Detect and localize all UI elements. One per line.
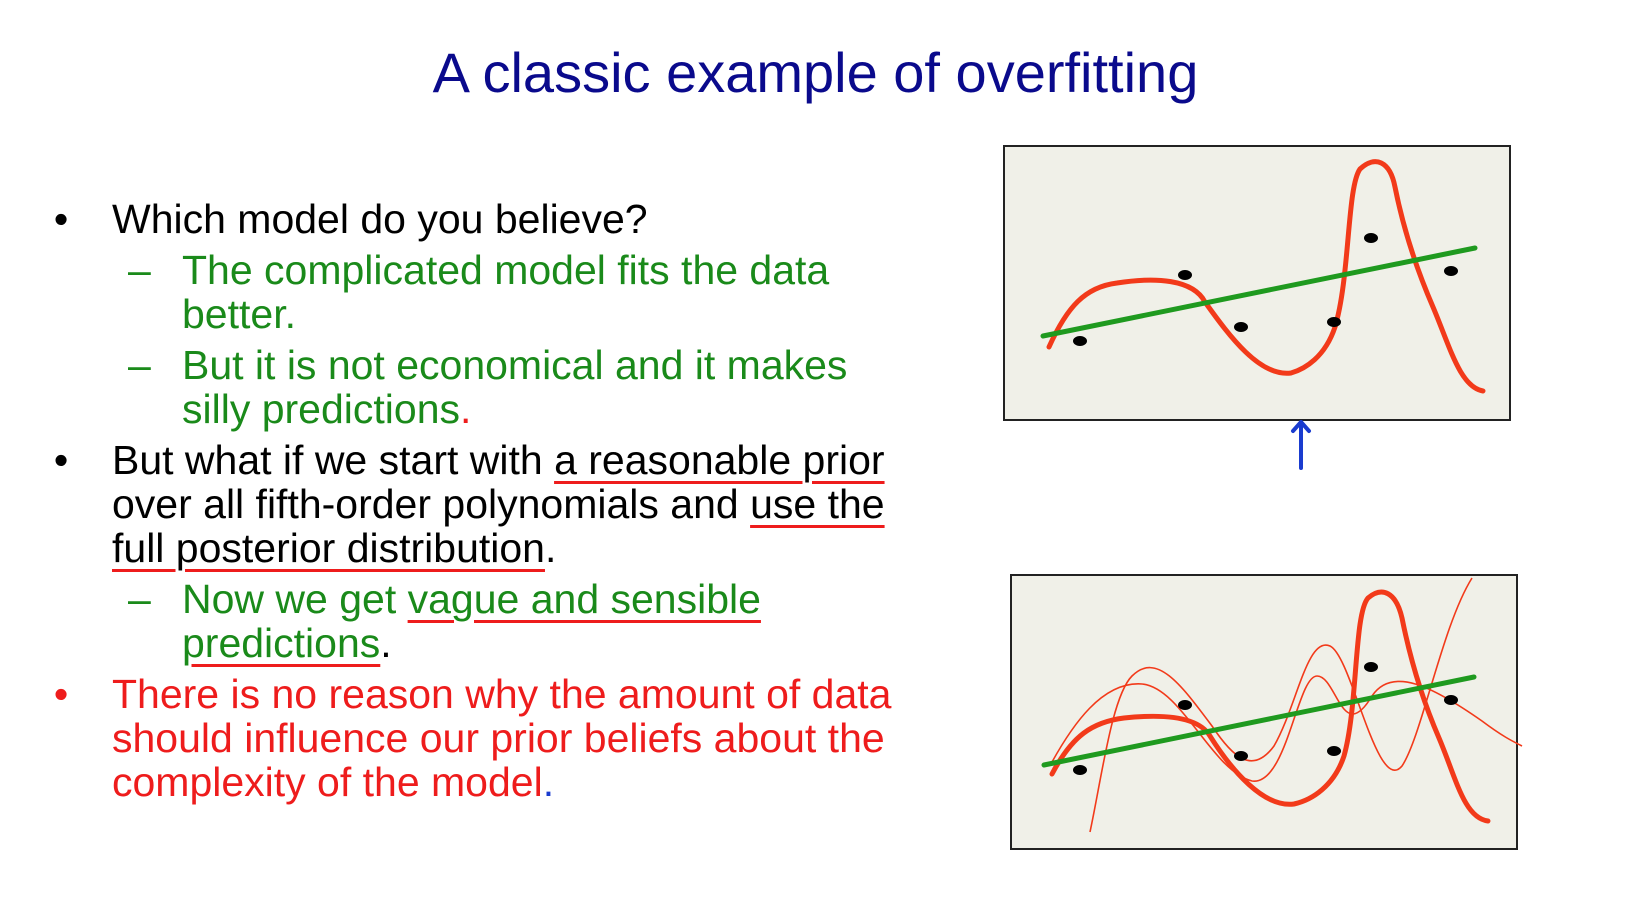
- polynomial-fit-curve: [1049, 589, 1491, 824]
- data-point: [1444, 266, 1458, 276]
- sub-item-2-1: – Now we get vague and sensible predicti…: [46, 577, 926, 665]
- bullet-item-2: • But what if we start with a reasonable…: [46, 438, 926, 570]
- bullet-item-1: • Which model do you believe?: [46, 197, 926, 241]
- data-point: [1073, 336, 1087, 346]
- underlined-reasonable-prior: a reasonable prior: [554, 437, 885, 483]
- data-point: [1234, 751, 1248, 761]
- posterior-plot-bottom: [1010, 574, 1523, 850]
- dash-marker: –: [128, 247, 151, 293]
- data-point: [1327, 317, 1341, 327]
- bullet-text-2-end: .: [544, 525, 557, 571]
- data-point: [1327, 746, 1341, 756]
- sub-item-1-2: – But it is not economical and it makes …: [46, 343, 926, 431]
- linear-fit-line: [1040, 245, 1478, 339]
- sub-text-1-2: But it is not economical and it makes si…: [182, 342, 848, 432]
- overfit-plot-top: [1003, 145, 1511, 421]
- posterior-plot-bottom-svg: [1041, 577, 1523, 833]
- bullet-text-3: There is no reason why the amount of dat…: [112, 671, 892, 805]
- bullet-marker: •: [53, 196, 69, 242]
- slide-title: A classic example of overfitting: [432, 41, 1199, 104]
- data-point: [1364, 233, 1378, 243]
- dash-marker: –: [128, 342, 151, 388]
- red-period: .: [460, 386, 472, 432]
- bullet-item-3: • There is no reason why the amount of d…: [46, 672, 926, 804]
- overfit-plot-top-svg: [1040, 159, 1486, 394]
- underlined-full-posterior: use the full posterior distribution: [112, 481, 885, 571]
- linear-fit-line: [1041, 674, 1477, 768]
- data-point: [1178, 270, 1192, 280]
- data-point: [1178, 700, 1192, 710]
- posterior-sample-curve: [1089, 577, 1473, 833]
- underlined-vague-sensible: vague and sensible predictions: [182, 576, 761, 666]
- data-point: [1073, 765, 1087, 775]
- sub-text-2-1-pre: Now we get: [182, 576, 408, 622]
- bullet-text-2-pre: But what if we start with: [112, 437, 555, 483]
- bullet-marker: •: [53, 437, 69, 483]
- bullet-list: • Which model do you believe? – The comp…: [46, 190, 926, 804]
- polynomial-fit-curve: [1046, 159, 1486, 394]
- data-point: [1364, 662, 1378, 672]
- data-point: [1234, 322, 1248, 332]
- bullet-marker: •: [53, 671, 69, 717]
- data-point: [1444, 695, 1458, 705]
- dash-marker: –: [128, 576, 151, 622]
- sub-text-2-1-end: .: [380, 620, 392, 666]
- up-arrow-icon: [1291, 420, 1311, 470]
- blue-period: .: [542, 759, 555, 805]
- bullet-text-1: Which model do you believe?: [112, 196, 648, 242]
- sub-text-1-1: The complicated model fits the data bett…: [182, 247, 830, 337]
- bullet-text-2-mid: over all fifth-order polynomials and: [112, 481, 751, 527]
- sub-item-1-1: – The complicated model fits the data be…: [46, 248, 926, 336]
